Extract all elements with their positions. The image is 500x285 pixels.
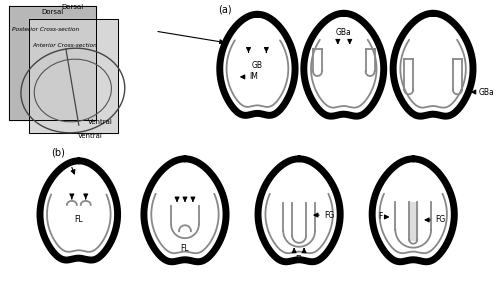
Polygon shape <box>10 6 96 120</box>
Text: (b): (b) <box>51 148 65 158</box>
Text: Dorsal: Dorsal <box>42 9 64 15</box>
Text: FL: FL <box>74 215 83 224</box>
Polygon shape <box>29 19 118 133</box>
Text: F: F <box>378 212 382 221</box>
Text: Ventral: Ventral <box>88 119 113 125</box>
Polygon shape <box>40 161 117 260</box>
Text: Posterior Cross-section: Posterior Cross-section <box>12 27 80 32</box>
Text: Dorsal: Dorsal <box>62 4 84 10</box>
Text: (a): (a) <box>218 4 232 14</box>
Text: GBa: GBa <box>478 87 494 97</box>
Polygon shape <box>393 13 473 116</box>
Polygon shape <box>372 159 454 262</box>
Polygon shape <box>258 159 340 262</box>
Text: GBa: GBa <box>336 28 351 37</box>
Text: IM: IM <box>249 72 258 82</box>
Text: GB: GB <box>252 61 263 70</box>
Text: FL: FL <box>180 244 190 253</box>
Text: Anterior Cross-section: Anterior Cross-section <box>32 43 97 48</box>
Polygon shape <box>304 13 384 116</box>
Text: FG: FG <box>435 215 446 224</box>
Text: FL: FL <box>295 255 304 264</box>
Text: FG: FG <box>324 211 334 219</box>
Polygon shape <box>220 14 295 115</box>
Polygon shape <box>410 202 417 240</box>
Polygon shape <box>144 159 226 262</box>
Text: Ventral: Ventral <box>78 133 103 139</box>
